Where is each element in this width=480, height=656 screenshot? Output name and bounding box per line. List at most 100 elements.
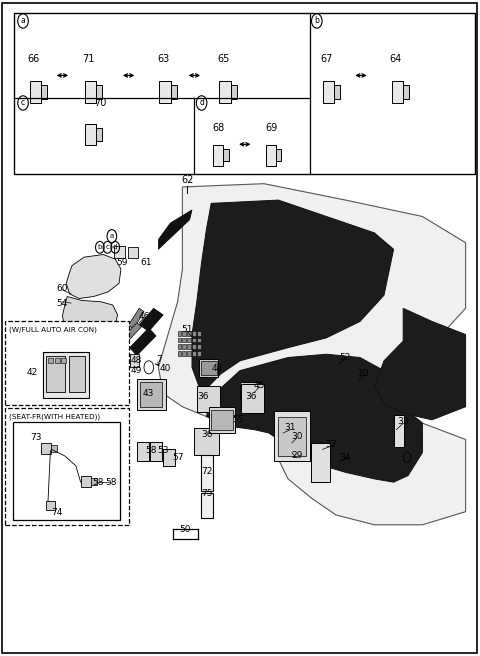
Text: 46: 46: [138, 312, 150, 321]
Text: 57: 57: [172, 453, 183, 462]
Text: (SEAT-FR(WITH HEATED)): (SEAT-FR(WITH HEATED)): [9, 413, 100, 420]
Text: 31: 31: [285, 423, 296, 432]
Text: 44: 44: [211, 364, 223, 373]
Bar: [178, 351, 181, 356]
Text: c: c: [21, 98, 25, 108]
Text: a: a: [21, 16, 25, 26]
Bar: [81, 476, 91, 487]
Text: 70: 70: [95, 98, 107, 108]
Bar: [48, 358, 53, 363]
Bar: [46, 501, 55, 510]
Bar: [194, 428, 219, 455]
Text: 42: 42: [27, 368, 38, 377]
Text: 60: 60: [57, 284, 68, 293]
Bar: [85, 81, 96, 103]
Text: 51: 51: [181, 325, 193, 334]
Bar: [150, 442, 162, 461]
Text: 59: 59: [117, 258, 128, 267]
Bar: [211, 410, 233, 430]
Text: b: b: [314, 16, 319, 26]
Text: b: b: [97, 244, 102, 251]
Bar: [182, 338, 186, 342]
Text: 68: 68: [212, 123, 225, 133]
Bar: [219, 81, 230, 103]
Text: 36: 36: [197, 392, 208, 401]
Text: 29: 29: [291, 451, 302, 461]
Bar: [43, 352, 89, 398]
Bar: [187, 351, 191, 356]
Text: 30: 30: [291, 432, 302, 441]
Text: 64: 64: [390, 54, 402, 64]
Bar: [197, 338, 201, 342]
Bar: [403, 85, 409, 98]
Bar: [114, 246, 125, 258]
Bar: [240, 382, 258, 400]
Bar: [187, 331, 191, 336]
Text: 36: 36: [245, 392, 256, 401]
Bar: [178, 331, 181, 336]
Text: 72: 72: [202, 466, 213, 476]
Polygon shape: [62, 297, 118, 335]
Text: 40: 40: [160, 364, 171, 373]
Bar: [192, 344, 196, 349]
Bar: [266, 146, 276, 165]
Bar: [61, 358, 66, 363]
Bar: [140, 382, 162, 407]
Bar: [178, 338, 181, 342]
Bar: [51, 445, 57, 452]
Text: 54: 54: [57, 298, 68, 308]
Bar: [85, 124, 96, 145]
Text: 58: 58: [145, 446, 157, 455]
Polygon shape: [130, 328, 156, 356]
Bar: [201, 493, 213, 518]
Polygon shape: [60, 328, 109, 361]
Polygon shape: [192, 200, 394, 394]
Bar: [30, 81, 41, 103]
Bar: [241, 384, 264, 413]
Bar: [223, 150, 228, 161]
Bar: [392, 81, 403, 103]
Bar: [192, 338, 196, 342]
Bar: [5, 321, 129, 405]
Text: c: c: [106, 244, 109, 251]
Bar: [187, 344, 191, 349]
Text: 52: 52: [339, 353, 350, 362]
Text: a: a: [110, 233, 114, 239]
Text: 67: 67: [320, 54, 333, 64]
Polygon shape: [66, 255, 121, 298]
Bar: [159, 81, 170, 103]
Text: 63: 63: [157, 54, 169, 64]
Bar: [41, 443, 51, 454]
Text: d: d: [113, 244, 118, 251]
Polygon shape: [374, 308, 466, 420]
Bar: [394, 415, 404, 447]
Text: 48: 48: [130, 356, 142, 365]
Polygon shape: [129, 308, 144, 329]
Bar: [201, 455, 213, 491]
Text: (W/FULL AUTO AIR CON): (W/FULL AUTO AIR CON): [9, 327, 96, 333]
Bar: [91, 478, 97, 485]
Text: 61: 61: [141, 258, 152, 267]
Bar: [55, 358, 60, 363]
Bar: [96, 128, 102, 141]
Bar: [170, 85, 177, 98]
Text: 55: 55: [232, 415, 243, 424]
Bar: [46, 356, 65, 392]
Bar: [130, 354, 139, 367]
Bar: [192, 331, 196, 336]
Bar: [182, 351, 186, 356]
Bar: [14, 13, 475, 174]
Bar: [182, 331, 186, 336]
Text: 74: 74: [51, 508, 62, 518]
Text: 58: 58: [93, 478, 104, 487]
Bar: [5, 408, 129, 525]
Bar: [187, 338, 191, 342]
Bar: [209, 407, 235, 433]
Bar: [41, 85, 47, 98]
Text: 73: 73: [30, 433, 42, 442]
Text: 75: 75: [202, 489, 213, 498]
Text: 53: 53: [157, 446, 169, 455]
Bar: [13, 422, 120, 520]
Polygon shape: [139, 308, 163, 331]
Text: 62: 62: [181, 174, 193, 185]
